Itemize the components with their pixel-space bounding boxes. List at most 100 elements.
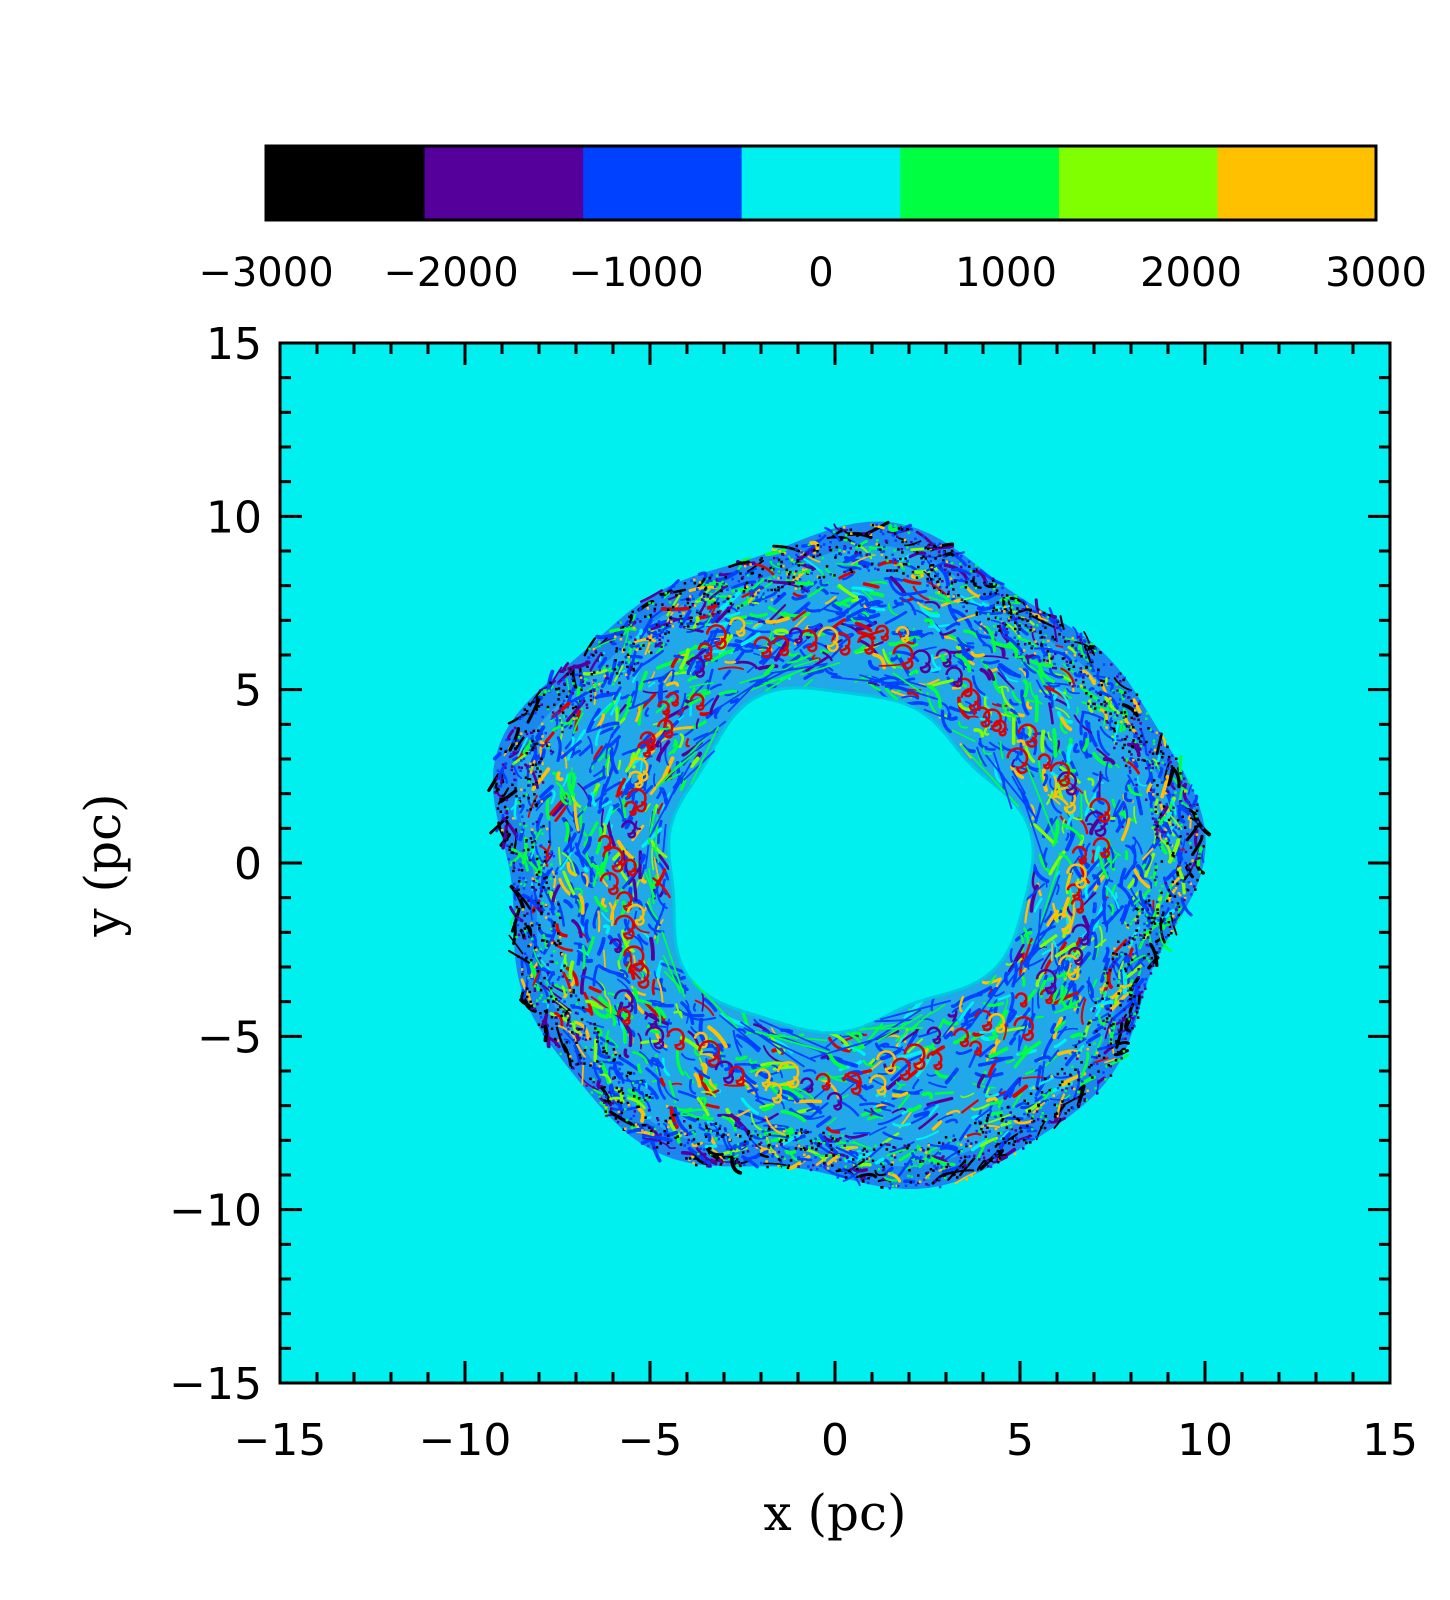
shell-speckle bbox=[994, 616, 998, 619]
shell-streak bbox=[919, 603, 941, 618]
shell-speckle bbox=[847, 551, 850, 554]
shell-speckle bbox=[814, 1137, 817, 1140]
shell-speckle bbox=[1164, 837, 1168, 840]
shell-speckle bbox=[537, 801, 540, 804]
shell-speckle bbox=[1054, 1112, 1057, 1116]
shell-speckle bbox=[554, 1016, 557, 1019]
shell-speckle bbox=[1110, 663, 1113, 666]
shell-speckle bbox=[1127, 696, 1130, 699]
shell-speckle bbox=[660, 645, 663, 649]
shell-speckle bbox=[609, 640, 613, 644]
shell-streak bbox=[637, 1063, 643, 1074]
shell-streak bbox=[590, 1002, 604, 1010]
shell-speckle bbox=[658, 634, 662, 638]
shell-streak bbox=[622, 953, 629, 965]
shell-speckle bbox=[566, 673, 569, 676]
shell-streak bbox=[1170, 915, 1178, 936]
shell-streak bbox=[783, 1085, 804, 1099]
shell-streak bbox=[931, 1120, 943, 1131]
shell-streak bbox=[988, 1046, 1009, 1059]
shell-speckle bbox=[1177, 905, 1181, 909]
shell-speckle bbox=[1174, 887, 1178, 890]
shell-speckle bbox=[1107, 1004, 1111, 1007]
shell-speckle bbox=[556, 978, 560, 981]
shell-speckle bbox=[923, 1178, 926, 1181]
shell-speckle bbox=[617, 1081, 621, 1084]
shell-speckle bbox=[1119, 985, 1123, 988]
shell-speckle bbox=[813, 549, 816, 552]
shell-speckle bbox=[1079, 667, 1082, 670]
shell-speckle bbox=[1167, 896, 1171, 900]
shell-speckle bbox=[746, 1150, 750, 1153]
shell-streak bbox=[1108, 844, 1115, 869]
shell-speckle bbox=[625, 661, 628, 664]
shell-streak bbox=[568, 960, 575, 981]
shell-vortex bbox=[926, 1026, 942, 1045]
shell-speckle bbox=[780, 565, 783, 568]
shell-speckle bbox=[1133, 1025, 1136, 1028]
shell-speckle bbox=[678, 610, 681, 614]
shell-speckle bbox=[585, 678, 588, 681]
shell-streak bbox=[1133, 786, 1144, 816]
shell-streak bbox=[1009, 1036, 1017, 1046]
shell-vortex bbox=[1054, 786, 1077, 814]
shell-speckle bbox=[924, 557, 928, 560]
shell-streak bbox=[1054, 942, 1077, 958]
shell-streak bbox=[835, 597, 853, 608]
shell-speckle bbox=[527, 712, 530, 716]
shell-streak bbox=[668, 1080, 677, 1104]
shell-speckle bbox=[514, 748, 517, 751]
shell-streak bbox=[1053, 1038, 1067, 1049]
shell-streak bbox=[628, 614, 634, 624]
shell-speckle bbox=[1077, 1078, 1080, 1082]
shell-speckle bbox=[975, 568, 978, 571]
shell-speckle bbox=[938, 1141, 941, 1144]
shell-speckle bbox=[667, 631, 670, 634]
shell-speckle bbox=[764, 1128, 767, 1132]
shell-streak bbox=[723, 1154, 739, 1161]
shell-speckle bbox=[963, 1164, 967, 1167]
shell-speckle bbox=[1135, 922, 1138, 925]
shell-speckle bbox=[1124, 969, 1128, 973]
shell-streak bbox=[1159, 833, 1164, 842]
shell-speckle bbox=[1106, 1013, 1109, 1016]
shell-streak bbox=[772, 1038, 794, 1054]
shell-streak bbox=[985, 998, 998, 1020]
shell-speckle bbox=[1115, 683, 1119, 686]
shell-speckle bbox=[844, 1165, 847, 1168]
shell-speckle bbox=[550, 1016, 554, 1019]
shell-streak bbox=[508, 934, 524, 955]
shell-speckle bbox=[572, 991, 575, 994]
shell-streak bbox=[999, 741, 1004, 760]
shell-streak bbox=[901, 695, 919, 700]
shell-speckle bbox=[938, 577, 941, 581]
shell-speckle bbox=[524, 922, 527, 926]
shell-streak bbox=[710, 648, 735, 663]
shell-streak bbox=[588, 985, 602, 994]
shell-speckle bbox=[575, 1063, 578, 1066]
shell-streak bbox=[619, 969, 629, 979]
shell-speckle bbox=[930, 578, 933, 581]
shell-streak bbox=[1102, 757, 1116, 765]
shell-speckle bbox=[1156, 825, 1159, 828]
shell-speckle bbox=[1062, 651, 1066, 655]
shell-speckle bbox=[646, 607, 650, 610]
shell-streak bbox=[539, 738, 544, 766]
shell-speckle bbox=[674, 1113, 677, 1117]
shell-speckle bbox=[963, 600, 967, 603]
shell-streak bbox=[746, 666, 754, 674]
shell-speckle bbox=[689, 1126, 692, 1129]
shell-speckle bbox=[632, 669, 636, 672]
shell-speckle bbox=[703, 1148, 706, 1151]
shell-speckle bbox=[1202, 845, 1206, 848]
shell-speckle bbox=[676, 1135, 679, 1138]
shell-speckle bbox=[513, 882, 516, 886]
shell-speckle bbox=[572, 706, 575, 710]
shell-speckle bbox=[787, 1164, 790, 1167]
shell-speckle bbox=[650, 1129, 653, 1133]
shell-speckle bbox=[731, 577, 734, 581]
shell-speckle bbox=[867, 569, 870, 572]
shell-speckle bbox=[725, 1147, 729, 1150]
shell-speckle bbox=[573, 688, 576, 691]
shell-streak bbox=[1102, 946, 1110, 963]
